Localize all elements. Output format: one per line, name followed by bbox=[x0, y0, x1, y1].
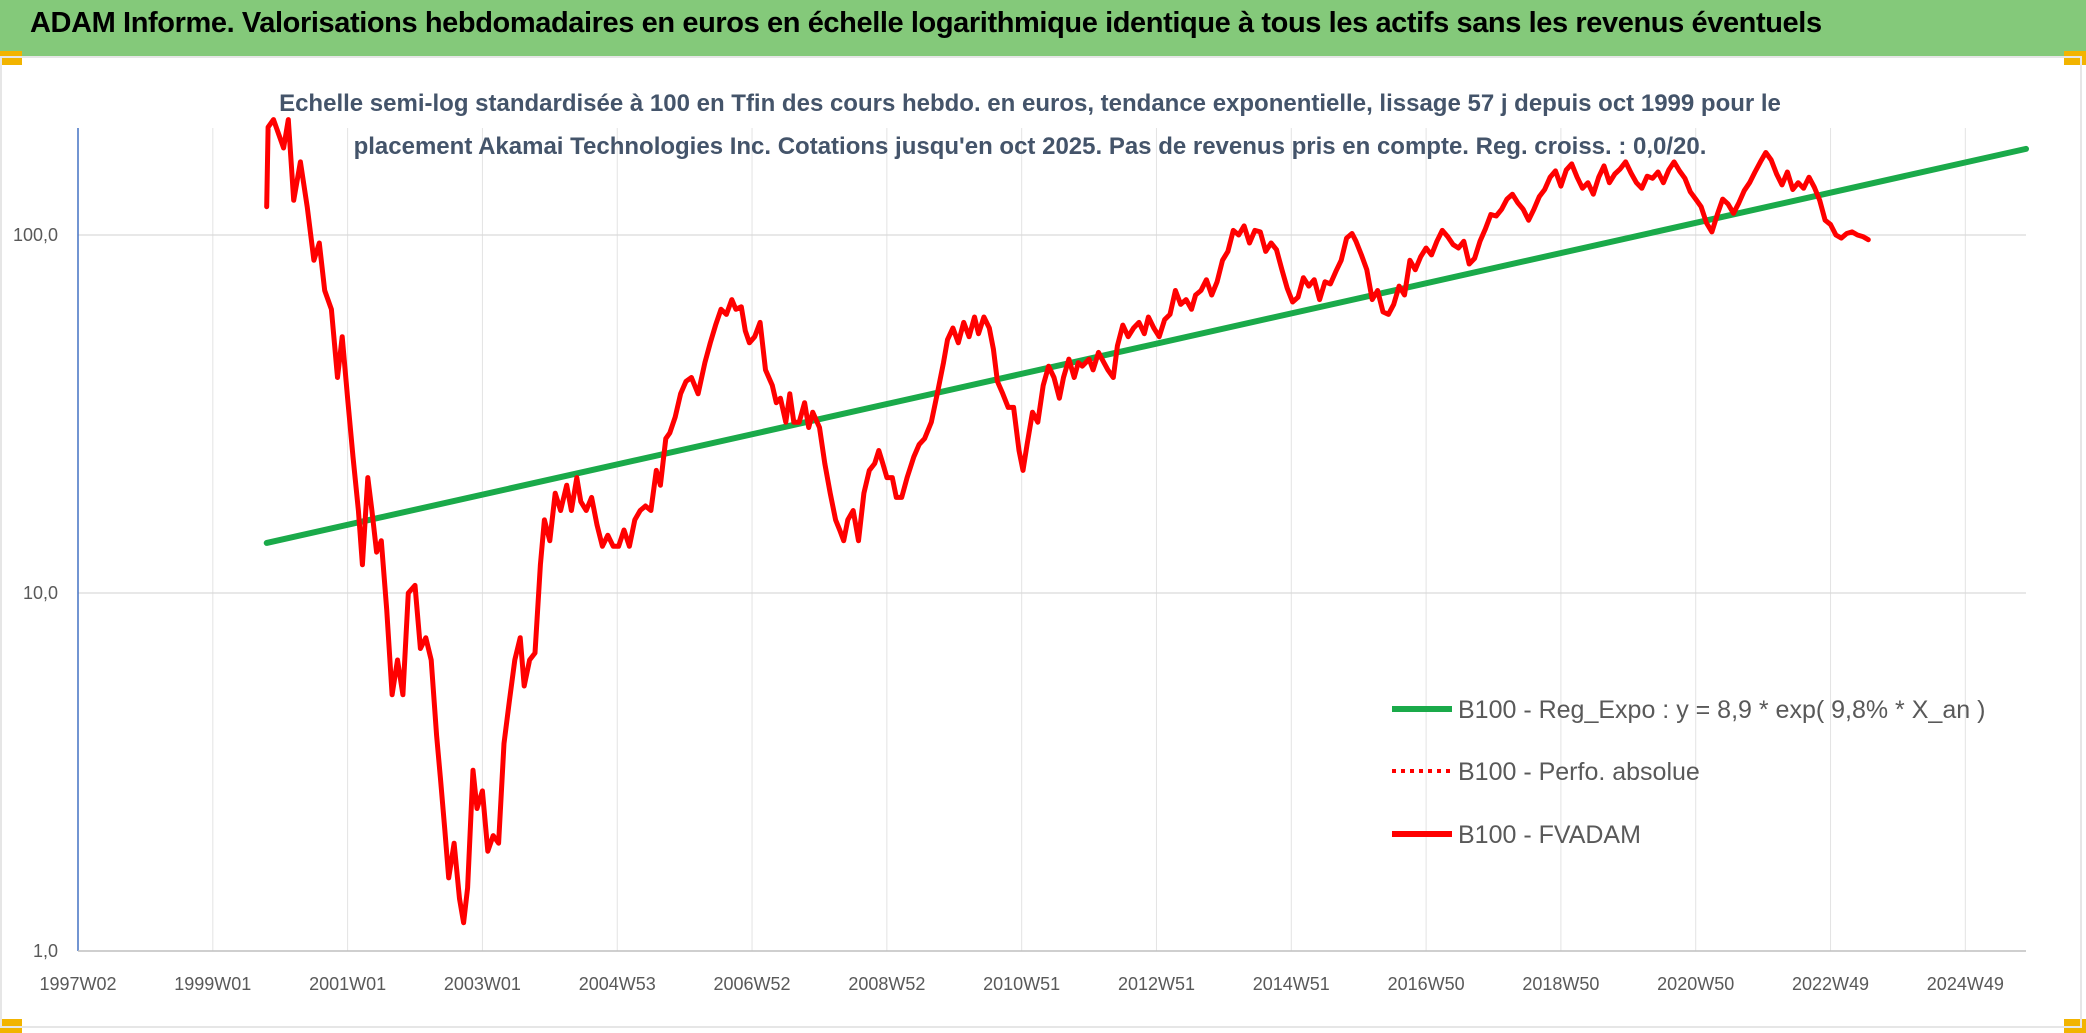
title-banner: ADAM Informe. Valorisations hebdomadaire… bbox=[0, 0, 2086, 56]
x-tick-label: 2008W52 bbox=[848, 974, 925, 994]
y-tick-labels: 1,0 10,0 100,0 bbox=[13, 225, 58, 961]
regression-line bbox=[263, 145, 2029, 546]
legend-label-perfo-absolue: B100 - Perfo. absolue bbox=[1458, 758, 1700, 786]
x-tick-label: 2012W51 bbox=[1118, 974, 1195, 994]
gridlines bbox=[77, 128, 2026, 951]
x-tick-labels: 1997W02 1999W01 2001W01 2003W01 2004W53 2006W… bbox=[39, 974, 2003, 994]
x-tick-label: 2014W51 bbox=[1253, 974, 1330, 994]
x-tick-label: 1997W02 bbox=[39, 974, 116, 994]
legend: B100 - Reg_Expo : y = 8,9 * exp( 9,8% * … bbox=[1392, 696, 1985, 849]
x-tick-label: 2006W52 bbox=[714, 974, 791, 994]
x-tick-label: 2016W50 bbox=[1388, 974, 1465, 994]
legend-label-fvadam: B100 - FVADAM bbox=[1458, 821, 1641, 849]
x-tick-label: 1999W01 bbox=[174, 974, 251, 994]
x-tick-label: 2020W50 bbox=[1657, 974, 1734, 994]
chart-frame bbox=[0, 56, 2082, 1028]
y-tick-label: 10,0 bbox=[23, 583, 58, 603]
x-tick-label: 2003W01 bbox=[444, 974, 521, 994]
y-tick-label: 1,0 bbox=[33, 941, 58, 961]
page-title: ADAM Informe. Valorisations hebdomadaire… bbox=[30, 7, 1822, 39]
chart-subtitle-line-1: Echelle semi-log standardisée à 100 en T… bbox=[279, 90, 1781, 117]
series-lines bbox=[263, 117, 2029, 926]
x-tick-label: 2022W49 bbox=[1792, 974, 1869, 994]
chart-subtitle-line-2: placement Akamai Technologies Inc. Cotat… bbox=[353, 133, 1707, 160]
legend-label-regression: B100 - Reg_Expo : y = 8,9 * exp( 9,8% * … bbox=[1458, 696, 1985, 724]
y-tick-label: 100,0 bbox=[13, 225, 58, 245]
x-tick-label: 2001W01 bbox=[309, 974, 386, 994]
fvadam-line bbox=[264, 117, 1871, 926]
x-tick-label: 2004W53 bbox=[579, 974, 656, 994]
x-tick-label: 2018W50 bbox=[1522, 974, 1599, 994]
x-tick-label: 2024W49 bbox=[1927, 974, 2004, 994]
x-tick-label: 2010W51 bbox=[983, 974, 1060, 994]
corner-accent bbox=[0, 51, 22, 65]
